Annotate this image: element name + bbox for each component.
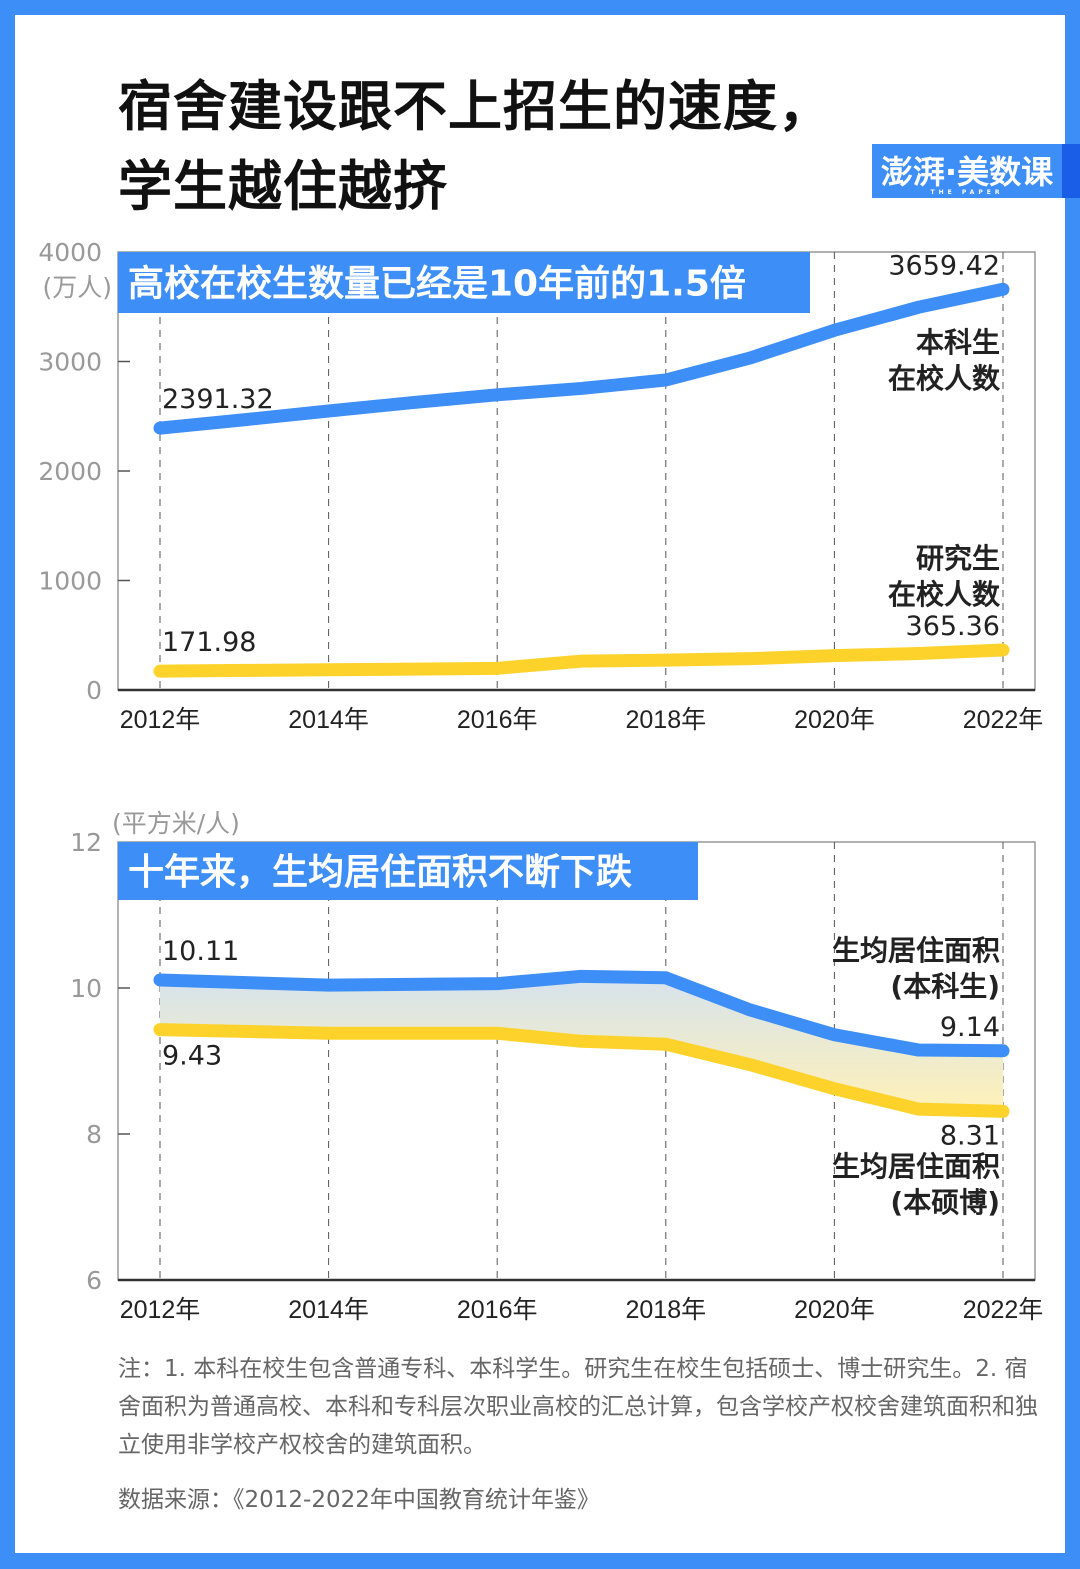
chart-title-banner [118,842,698,900]
end-value-label: 9.14 [940,1012,1000,1043]
series-name-label: (本硕博) [890,1186,1000,1219]
x-tick-label: 2018年 [625,1296,706,1324]
end-value-label: 3659.42 [888,250,1000,281]
x-tick-label: 2012年 [120,1296,201,1324]
y-axis-unit: (万人) [42,273,112,302]
logo-edge [1062,144,1080,198]
series-line [153,643,1010,678]
logo-sub: THE PAPER [930,188,1004,196]
title-line-1: 宿舍建设跟不上招生的速度， [118,75,833,138]
x-tick-label: 2016年 [457,706,538,734]
title-line-2: 学生越住越挤 [118,155,448,218]
x-tick-label: 2020年 [794,1296,875,1324]
y-tick-label: 0 [86,676,102,705]
chart-title: 高校在校生数量已经是10年前的1.5倍 [128,264,746,305]
x-tick-label: 2012年 [120,706,201,734]
x-tick-label: 2014年 [288,706,369,734]
y-tick-label: 2000 [38,457,102,486]
y-tick-label: 12 [70,828,102,857]
series-line [153,282,1010,435]
end-value-label: 8.31 [940,1120,1000,1151]
series-name-label: 在校人数 [888,578,1001,611]
x-tick-label: 2018年 [625,706,706,734]
end-value-label: 365.36 [906,611,1000,642]
footnote: 注：1. 本科在校生包含普通专科、本科学生。研究生在校生包括硕士、博士研究生。2… [118,1356,1038,1458]
series-name-label: (本科生) [890,970,1000,1003]
series-name-label: 在校人数 [888,362,1001,395]
area-fill [160,976,1003,1112]
x-tick-label: 2020年 [794,706,875,734]
data-source: 数据来源：《2012-2022年中国教育统计年鉴》 [118,1487,600,1513]
y-tick-label: 4000 [38,238,102,267]
x-tick-label: 2014年 [288,1296,369,1324]
start-value-label: 2391.32 [162,384,274,415]
logo: 澎湃·美数课 THE PAPER [872,144,1062,198]
series-name-label: 研究生 [916,542,1000,575]
y-tick-label: 6 [86,1266,102,1295]
series-line [153,969,1010,1058]
series-name-label: 生均居住面积 [832,934,1000,967]
x-tick-label: 2016年 [457,1296,538,1324]
x-tick-label: 2022年 [963,1296,1044,1324]
x-tick-label: 2022年 [963,706,1044,734]
start-value-label: 9.43 [162,1041,222,1072]
series-name-label: 生均居住面积 [832,1150,1000,1183]
start-value-label: 10.11 [162,936,239,967]
series-name-label: 本科生 [916,326,1000,359]
y-tick-label: 8 [86,1120,102,1149]
y-tick-label: 1000 [38,567,102,596]
series-line [153,1023,1010,1118]
start-value-label: 171.98 [162,627,256,658]
y-axis-unit: (平方米/人) [112,809,240,838]
y-tick-label: 3000 [38,348,102,377]
logo-text: 澎湃·美数课 [880,152,1054,191]
y-tick-label: 10 [70,974,102,1003]
chart-title: 十年来，生均居住面积不断下跌 [128,852,632,893]
chart-title-banner [118,252,810,313]
